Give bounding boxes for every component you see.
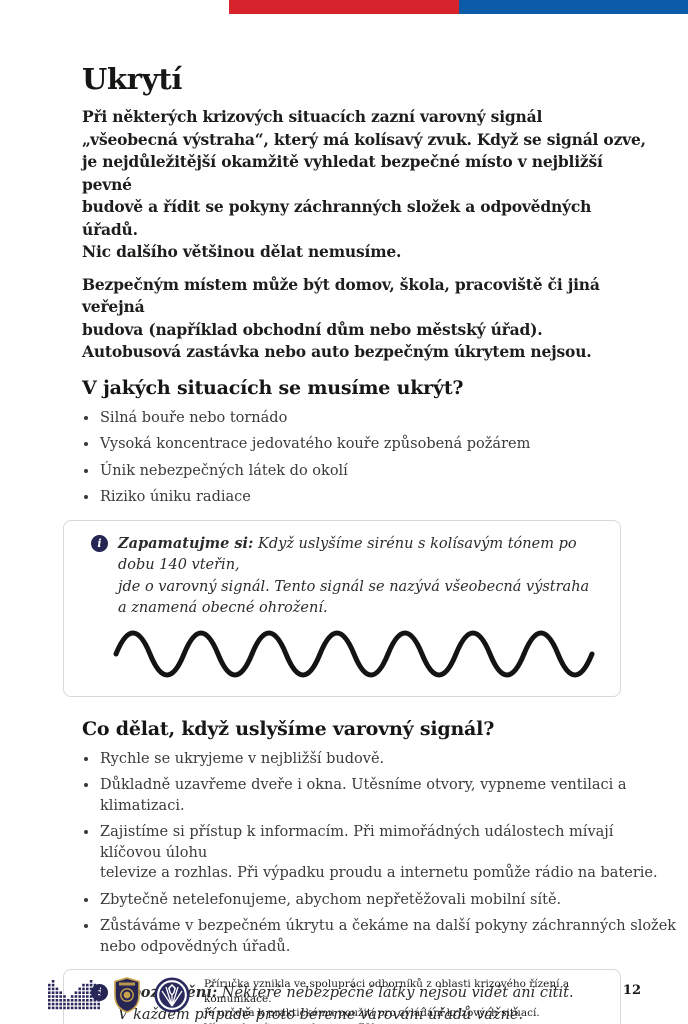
bullet-icon (84, 783, 88, 787)
footer-logos (47, 977, 203, 1013)
bullet-icon (84, 897, 88, 902)
bar-segment-blue (458, 0, 688, 14)
section-heading-what-to-do: Co dělat, když uslyšíme varovný signál? (82, 717, 495, 740)
info-icon: i (91, 534, 108, 552)
list-item: Zbytečně netelefonujeme, abychom nepřetě… (82, 890, 678, 911)
siren-wave-icon (113, 630, 595, 677)
infobox-text: Když uslyšíme sirénu s kolísavým tónem p… (118, 535, 590, 617)
bullet-icon (84, 756, 88, 761)
bar-segment-red (229, 0, 459, 14)
footer-text: Příručka vznikla ve spolupráci odborníků… (204, 977, 623, 1024)
footer-line-3: Víc se dozvíte na webu www.72h.gov.cz. (204, 1021, 623, 1024)
list-item: Důkladně uzavřeme dveře i okna. Utěsníme… (82, 775, 678, 816)
page-number: 12 (622, 983, 641, 998)
infobox-remember: i Zapamatujme si: Když uslyšíme sirénu s… (63, 519, 621, 697)
bullet-icon (84, 830, 88, 834)
bullet-icon (84, 924, 88, 928)
shield-badge-logo (114, 977, 140, 1013)
footer-line-2: Je určena k praktickému použití pro zvlá… (204, 1007, 540, 1019)
siren-wave-illustration (111, 624, 600, 682)
page-footer: Příručka vznikla ve spolupráci odborníků… (47, 977, 641, 1024)
list-item: Riziko úniku radiace (82, 487, 678, 508)
bullet-icon (84, 468, 88, 473)
page-title: Ukrytí (82, 62, 183, 96)
bullet-icon (84, 442, 88, 446)
section-heading-situations: V jakých situacích se musíme ukrýt? (82, 376, 464, 399)
infobox-label: Zapamatujme si: (118, 534, 254, 552)
footer-line-1: Příručka vznikla ve spolupráci odborníků… (204, 978, 570, 1005)
intro-paragraph-2: Bezpečným místem může být domov, škola, … (82, 274, 600, 362)
situations-list: Silná bouře nebo tornádo Vysoká koncentr… (82, 408, 678, 508)
bar-segment-white (0, 0, 230, 14)
dot-matrix-logo (48, 980, 100, 1010)
round-eagle-logo (154, 977, 190, 1013)
bullet-icon (84, 495, 88, 499)
list-item: Rychle se ukryjeme v nejbližší budově. (82, 749, 678, 770)
what-to-do-list: Rychle se ukryjeme v nejbližší budově. D… (82, 749, 678, 958)
footer-website-link[interactable]: www.72h.gov.cz (329, 1022, 414, 1024)
list-item: Vysoká koncentrace jedovatého kouře způs… (82, 434, 678, 455)
list-item: Silná bouře nebo tornádo (82, 408, 678, 429)
bullet-icon (84, 415, 88, 420)
list-item: Únik nebezpečných látek do okolí (82, 461, 678, 482)
list-item: Zůstáváme v bezpečném úkrytu a čekáme na… (82, 916, 678, 957)
intro-paragraph-1: Při některých krizových situacích zazní … (82, 107, 646, 261)
top-tricolor-bar (0, 0, 688, 14)
list-item: Zajistíme si přístup k informacím. Při m… (82, 822, 678, 884)
infobox-text: Některé nebezpečné látky nejsou vidět an… (118, 985, 574, 1023)
